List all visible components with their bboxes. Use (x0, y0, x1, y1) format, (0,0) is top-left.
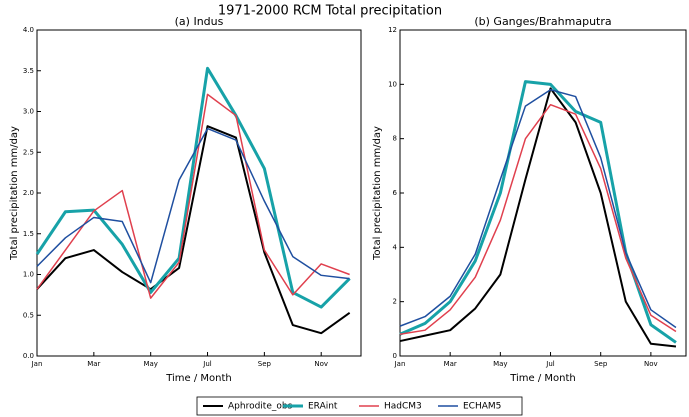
y-tick-label: 2 (393, 298, 397, 306)
y-tick-label: 3.0 (23, 108, 34, 116)
series-line (36, 125, 351, 335)
x-tick-label: Nov (644, 360, 658, 368)
x-tick-label: Sep (258, 360, 272, 368)
x-tick-label: Jul (202, 360, 212, 368)
y-tick-label: 12 (388, 26, 397, 34)
series-line (399, 103, 677, 336)
series-line (399, 89, 677, 329)
x-tick-label: Sep (594, 360, 608, 368)
series-line (399, 80, 677, 344)
y-tick-label: 1.0 (23, 271, 34, 279)
y-tick-label: 3.5 (23, 67, 34, 75)
y-tick-label: 0.0 (23, 352, 34, 360)
subplot-title: (a) Indus (175, 15, 224, 28)
y-tick-label: 0 (393, 352, 397, 360)
legend-label: HadCM3 (384, 402, 422, 412)
y-axis-label: Total precipitation mm/day (9, 126, 20, 261)
y-axis-label: Total precipitation mm/day (372, 126, 383, 261)
series-line (399, 87, 677, 348)
y-tick-label: 1.5 (23, 230, 34, 238)
series-line (36, 127, 350, 284)
plot-frame (36, 29, 362, 357)
x-tick-label: Nov (314, 360, 328, 368)
x-tick-label: May (493, 360, 507, 368)
x-tick-label: Jan (394, 360, 406, 368)
legend-label: ERAint (308, 402, 338, 412)
y-tick-label: 0.5 (23, 311, 34, 319)
x-tick-label: Mar (87, 360, 100, 368)
y-tick-label: 4.0 (23, 26, 34, 34)
y-tick-label: 2.5 (23, 148, 34, 156)
y-tick-label: 6 (393, 189, 398, 197)
x-tick-label: Jan (31, 360, 43, 368)
x-tick-label: Jul (545, 360, 555, 368)
y-tick-label: 4 (393, 243, 398, 251)
legend-label: ECHAM5 (463, 402, 501, 412)
x-axis-label: Time / Month (509, 373, 576, 384)
series-line (35, 66, 351, 309)
y-tick-label: 8 (393, 135, 397, 143)
y-tick-label: 10 (388, 80, 397, 88)
x-axis-label: Time / Month (165, 373, 232, 384)
x-tick-label: Mar (444, 360, 457, 368)
figure-title: 1971-2000 RCM Total precipitation (218, 4, 442, 19)
y-tick-label: 2.0 (23, 189, 34, 197)
series-line (36, 93, 350, 299)
x-tick-label: May (143, 360, 157, 368)
legend-label: Aphrodite_obs (228, 402, 293, 412)
subplot-title: (b) Ganges/Brahmaputra (474, 15, 611, 28)
